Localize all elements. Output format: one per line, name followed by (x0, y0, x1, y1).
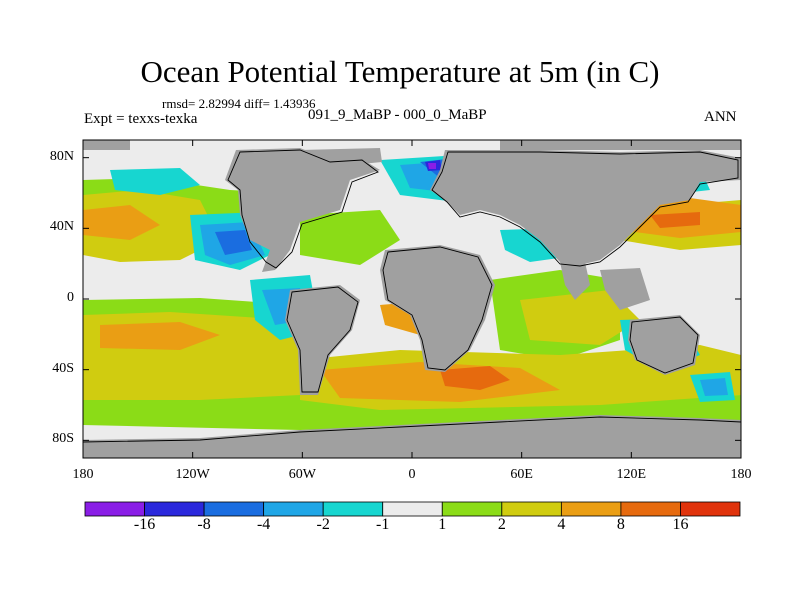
experiment-name: 091_9_MaBP - 000_0_MaBP (308, 107, 487, 123)
colorbar-swatch (501, 501, 562, 517)
colorbar-label: -1 (376, 516, 390, 533)
lat-label: 80N (49, 148, 74, 164)
colorbar-label: 1 (438, 516, 447, 533)
experiment-label: Expt = texxs-texka (84, 111, 198, 127)
colorbar-label: -2 (316, 516, 330, 533)
lat-label: 0 (67, 290, 74, 305)
colorbar-label: 16 (672, 516, 689, 533)
temperature-field (83, 140, 741, 458)
land-mask (83, 140, 741, 458)
colorbar-label: 4 (557, 516, 566, 533)
lon-label: 0 (408, 467, 416, 482)
colorbar-swatch (680, 501, 741, 517)
coastlines (83, 149, 741, 443)
axis-ticks (82, 140, 742, 458)
lat-label: 40N (49, 219, 74, 235)
rmsd-diff-stats: rmsd= 2.82994 diff= 1.43936 (162, 96, 316, 111)
colorbar-swatch (560, 501, 622, 517)
map-title: Ocean Potential Temperature at 5m (in C) (140, 54, 660, 89)
colorbar-swatch (620, 501, 681, 517)
colorbar-label: -4 (256, 516, 271, 533)
colorbar-swatch (84, 501, 145, 517)
colorbar-label: 8 (616, 516, 625, 533)
lon-label: 180 (730, 467, 752, 482)
lon-label: 60W (288, 467, 316, 482)
colorbar-swatch (322, 501, 384, 517)
season-label: ANN (704, 109, 737, 125)
colorbar (84, 501, 741, 517)
colorbar-swatch (263, 501, 324, 517)
lat-label: 80S (52, 431, 74, 447)
colorbar-swatch (203, 501, 265, 517)
lon-label: 60E (510, 467, 533, 482)
lat-label: 40S (52, 360, 74, 376)
colorbar-swatch (144, 501, 205, 517)
lon-label: 120W (175, 467, 210, 482)
colorbar-label: 2 (497, 516, 506, 533)
lon-label: 180 (72, 467, 94, 482)
colorbar-label: -16 (133, 516, 156, 533)
colorbar-label: -8 (197, 516, 211, 533)
colorbar-swatch (382, 501, 443, 517)
lon-label: 120E (616, 467, 647, 482)
colorbar-swatch (441, 501, 503, 517)
